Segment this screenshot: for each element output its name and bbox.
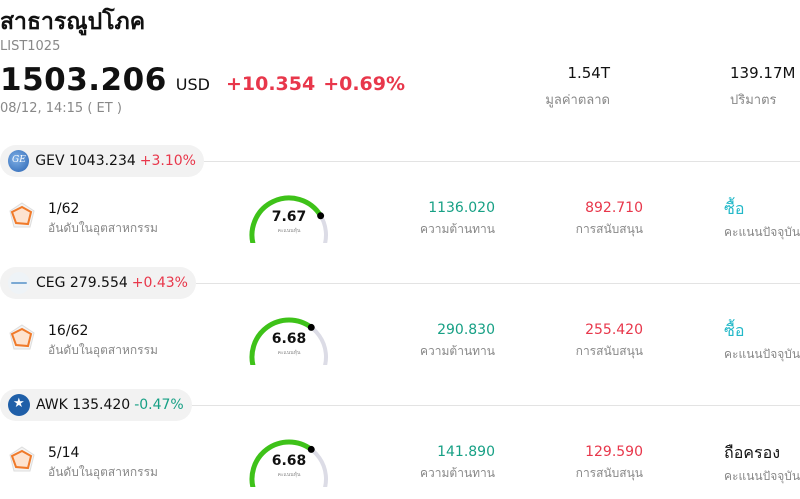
support-value: 255.420 — [585, 322, 643, 338]
gauge-fill — [249, 317, 314, 365]
gauge-marker — [317, 212, 325, 220]
support-value: 892.710 — [585, 200, 643, 216]
ge-logo-icon — [8, 150, 30, 172]
stock-change: +0.43% — [131, 275, 188, 291]
rating-value: ซื้อ — [724, 199, 745, 218]
score-gauge — [249, 195, 328, 243]
volume-stat: 139.17M ปริมาตร — [720, 64, 800, 110]
industry-rank: 1/62 — [48, 201, 80, 217]
volume-value: 139.17M — [730, 64, 796, 82]
list-code: LIST1025 — [0, 39, 61, 54]
support-value: 129.590 — [585, 444, 643, 460]
market-cap-value: 1.54T — [567, 64, 610, 82]
resistance-label: ความต้านทาน — [420, 222, 495, 236]
stock-ticker-price: CEG 279.554 — [35, 275, 128, 291]
stock-ticker-price: GEV 1043.234 — [35, 153, 136, 169]
support-label: การสนับสนุน — [575, 344, 643, 358]
page-title: สาธารณูปโภค — [0, 9, 146, 35]
stock-chip[interactable]: GEV 1043.234 +3.10% — [0, 145, 204, 177]
stock-chip[interactable]: AWK 135.420 -0.47% — [0, 389, 192, 421]
stock-section: AWK 135.420 -0.47% 5/14 อันดับในอุตสาหกร… — [0, 389, 800, 499]
stock-score-label: คะแนนหุ้น — [277, 350, 301, 356]
industry-rank-label: อันดับในอุตสาหกรรม — [48, 343, 158, 357]
american-water-logo-icon — [8, 394, 30, 416]
stock-score-label: คะแนนหุ้น — [277, 472, 301, 478]
price-change: +10.354 — [225, 73, 316, 95]
gauge-marker — [307, 445, 315, 453]
resistance-value: 290.830 — [437, 322, 495, 338]
industry-rank-label: อันดับในอุตสาหกรรม — [48, 221, 158, 235]
industry-rank: 5/14 — [48, 445, 80, 461]
industry-rank-icon — [9, 202, 35, 228]
constellation-logo-icon — [8, 272, 30, 294]
resistance-value: 141.890 — [437, 444, 495, 460]
section-divider — [204, 161, 800, 162]
resistance-label: ความต้านทาน — [420, 344, 495, 358]
price-change-percent: +0.69% — [323, 73, 406, 95]
price-row: 1503.206 USD +10.354 +0.69% — [0, 62, 405, 98]
rating-label: คะแนนปัจจุบัน — [724, 469, 800, 483]
rating-value: ซื้อ — [724, 321, 745, 340]
stock-ticker-price: AWK 135.420 — [36, 397, 131, 413]
stock-chip[interactable]: CEG 279.554 +0.43% — [0, 267, 196, 299]
stock-score: 6.68 — [271, 453, 307, 469]
market-cap-label: มูลค่าตลาด — [545, 93, 610, 108]
score-gauge — [249, 317, 328, 365]
score-gauge — [249, 439, 328, 487]
gauge-fill — [249, 195, 324, 243]
currency: USD — [175, 75, 210, 94]
stock-section: GEV 1043.234 +3.10% 1/62 อันดับในอุตสาหก… — [0, 145, 800, 267]
resistance-label: ความต้านทาน — [420, 466, 495, 480]
rating-value: ถือครอง — [724, 443, 781, 462]
industry-rank: 16/62 — [48, 323, 89, 339]
industry-rank-icon — [9, 446, 35, 472]
volume-label: ปริมาตร — [730, 93, 777, 108]
index-price: 1503.206 — [0, 62, 167, 98]
stock-score: 6.68 — [271, 331, 307, 347]
stock-change: -0.47% — [134, 397, 184, 413]
resistance-value: 1136.020 — [428, 200, 495, 216]
stock-section: CEG 279.554 +0.43% 16/62 อันดับในอุตสาหก… — [0, 267, 800, 389]
timestamp: 08/12, 14:15 ( ET ) — [0, 101, 122, 116]
gauge-marker — [307, 323, 315, 331]
stock-change: +3.10% — [139, 153, 196, 169]
stock-score: 7.67 — [271, 209, 307, 225]
gauge-fill — [249, 439, 314, 487]
market-cap-stat: 1.54T มูลค่าตลาด — [510, 64, 610, 110]
support-label: การสนับสนุน — [575, 222, 643, 236]
section-divider — [196, 283, 800, 284]
stock-score-label: คะแนนหุ้น — [277, 228, 301, 234]
support-label: การสนับสนุน — [575, 466, 643, 480]
section-divider — [192, 405, 800, 406]
industry-rank-label: อันดับในอุตสาหกรรม — [48, 465, 158, 479]
industry-rank-icon — [9, 324, 35, 350]
rating-label: คะแนนปัจจุบัน — [724, 225, 800, 239]
rating-label: คะแนนปัจจุบัน — [724, 347, 800, 361]
